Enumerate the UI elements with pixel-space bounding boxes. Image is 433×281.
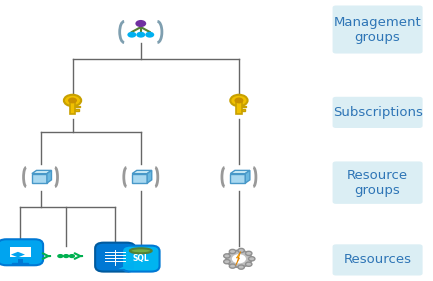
FancyBboxPatch shape [122, 246, 160, 271]
Bar [70, 100, 75, 114]
FancyBboxPatch shape [333, 6, 423, 53]
FancyBboxPatch shape [333, 161, 423, 204]
Circle shape [224, 260, 230, 264]
Polygon shape [230, 170, 250, 174]
Text: Management
groups: Management groups [334, 15, 421, 44]
Polygon shape [230, 174, 245, 183]
Circle shape [238, 265, 244, 269]
Circle shape [238, 248, 244, 253]
Polygon shape [118, 261, 134, 269]
Circle shape [68, 98, 77, 103]
FancyBboxPatch shape [333, 244, 423, 275]
Circle shape [249, 257, 255, 261]
Circle shape [230, 95, 248, 106]
Circle shape [224, 254, 230, 258]
Circle shape [69, 254, 75, 258]
Bar [236, 100, 242, 114]
Circle shape [127, 32, 136, 38]
Circle shape [226, 250, 252, 267]
Circle shape [57, 254, 64, 258]
Bar [13, 262, 29, 264]
Polygon shape [245, 170, 250, 183]
FancyBboxPatch shape [95, 243, 135, 271]
Polygon shape [32, 174, 47, 183]
Circle shape [136, 32, 145, 38]
Bar [242, 109, 246, 111]
Circle shape [136, 20, 146, 27]
Circle shape [246, 262, 252, 266]
Circle shape [63, 254, 69, 258]
Text: Resources: Resources [344, 253, 412, 266]
Circle shape [64, 95, 81, 106]
Text: SQL: SQL [132, 254, 149, 263]
Polygon shape [236, 251, 241, 266]
Polygon shape [47, 170, 52, 183]
FancyBboxPatch shape [333, 97, 423, 128]
Circle shape [229, 264, 236, 268]
Bar [242, 105, 246, 107]
Text: Resource
groups: Resource groups [347, 169, 408, 197]
Polygon shape [32, 170, 52, 174]
Circle shape [234, 98, 243, 103]
Bar [75, 105, 80, 107]
Circle shape [145, 32, 154, 38]
Polygon shape [132, 170, 152, 174]
Text: Subscriptions: Subscriptions [333, 106, 423, 119]
Circle shape [232, 254, 246, 264]
Polygon shape [11, 252, 25, 257]
FancyBboxPatch shape [0, 239, 43, 265]
Polygon shape [147, 170, 152, 183]
Circle shape [246, 251, 252, 255]
Bar [75, 109, 79, 111]
Bar [10, 247, 31, 257]
Circle shape [229, 250, 236, 254]
Ellipse shape [130, 248, 152, 253]
Bar [18, 259, 23, 263]
Polygon shape [132, 174, 147, 183]
